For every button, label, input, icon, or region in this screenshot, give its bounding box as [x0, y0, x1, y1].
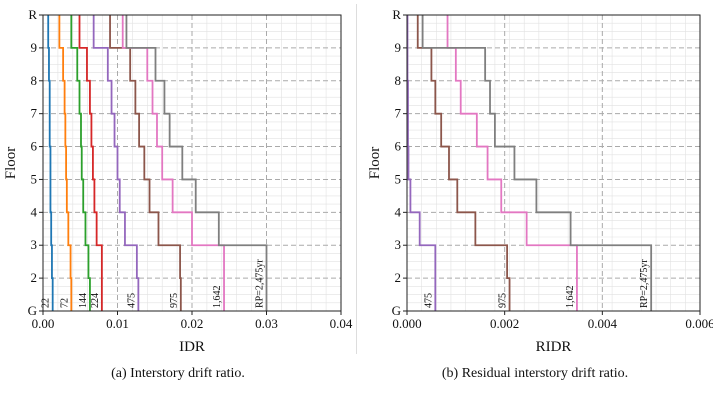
x-tick-label: 0.00 — [32, 316, 55, 331]
y-tick-label: 9 — [31, 40, 38, 55]
x-tick-label: 0.03 — [255, 316, 278, 331]
y-tick-label: 4 — [395, 204, 402, 219]
series-label-7: RP=2,475yr — [255, 259, 266, 308]
plot-frame — [406, 14, 701, 312]
y-tick-label: 7 — [395, 106, 402, 121]
x-tick-label: 0.04 — [330, 316, 353, 331]
y-tick-label: 5 — [31, 171, 38, 186]
y-tick-label: G — [392, 303, 401, 318]
series-line-6 — [121, 15, 225, 311]
y-tick-label: 2 — [395, 270, 402, 285]
series-line-7 — [125, 15, 268, 311]
series-line-1 — [416, 15, 511, 311]
y-tick-label: R — [28, 7, 37, 22]
x-tick-label: 0.006 — [685, 316, 713, 331]
series-label-0: 22 — [41, 298, 52, 308]
series-label-0: 475 — [423, 293, 434, 308]
series-label-1: 72 — [59, 298, 70, 308]
series-label-4: 475 — [126, 293, 137, 308]
x-tick-label: 0.02 — [181, 316, 204, 331]
series-label-2: 144 — [78, 293, 89, 308]
panel-divider — [356, 4, 357, 354]
y-tick-label: 3 — [395, 237, 402, 252]
y-tick-label: 8 — [31, 73, 38, 88]
series-line-0 — [406, 15, 437, 311]
y-tick-label: 6 — [31, 139, 38, 154]
series-label-3: RP=2,475yr — [639, 259, 650, 308]
y-tick-label: 6 — [395, 139, 402, 154]
series-line-4 — [92, 15, 140, 311]
caption-left: (a) Interstory drift ratio. — [111, 366, 245, 381]
y-tick-label: 8 — [395, 73, 402, 88]
y-tick-label: 5 — [395, 171, 402, 186]
series-line-2 — [446, 15, 578, 311]
series-label-2: 1,642 — [565, 286, 576, 309]
y-tick-label: 2 — [31, 270, 38, 285]
x-tick-label: 0.002 — [490, 316, 519, 331]
series-line-2 — [70, 15, 91, 311]
caption-right: (b) Residual interstory drift ratio. — [441, 366, 629, 381]
x-tick-label: 0.004 — [588, 316, 618, 331]
x-axis-label: IDR — [179, 339, 205, 355]
series-line-3 — [421, 15, 653, 311]
y-axis-label: Floor — [367, 147, 383, 180]
series-line-3 — [78, 15, 103, 311]
series-line-0 — [47, 15, 54, 311]
y-tick-label: 7 — [31, 106, 38, 121]
series-label-1: 975 — [498, 293, 509, 308]
series-label-5: 975 — [169, 293, 180, 308]
series-label-3: 224 — [90, 293, 101, 308]
series-label-6: 1,642 — [212, 286, 223, 309]
x-axis-label: RIDR — [536, 339, 572, 355]
y-tick-label: 3 — [31, 237, 38, 252]
y-tick-label: G — [28, 303, 37, 318]
y-tick-label: 4 — [31, 204, 38, 219]
y-tick-label: R — [392, 7, 401, 22]
y-axis-label: Floor — [3, 147, 19, 180]
series-line-1 — [58, 15, 73, 311]
series-line-5 — [109, 15, 182, 311]
y-tick-label: 9 — [395, 40, 402, 55]
x-tick-label: 0.000 — [392, 316, 421, 331]
x-tick-label: 0.01 — [106, 316, 129, 331]
